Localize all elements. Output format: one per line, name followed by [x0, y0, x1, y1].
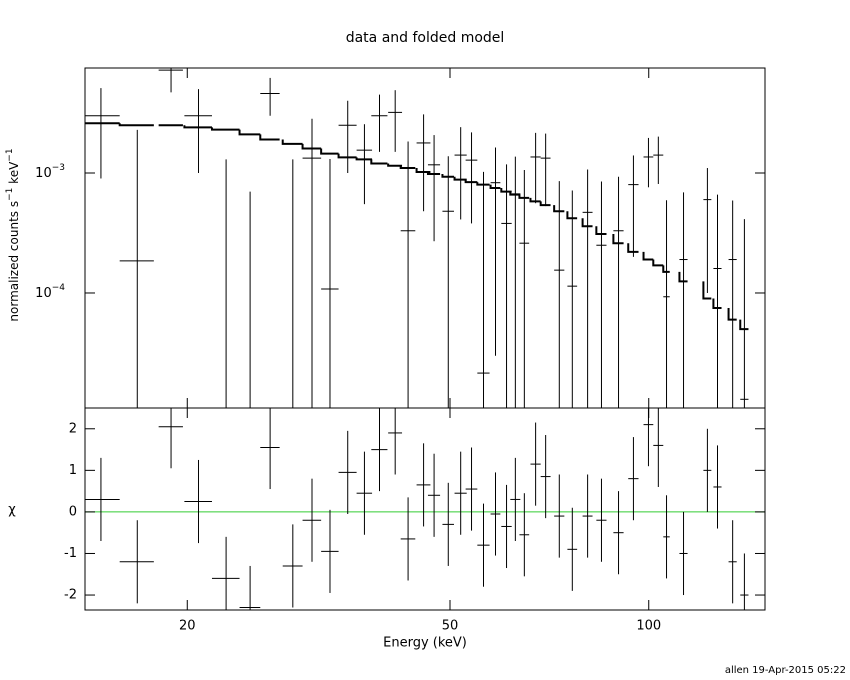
model-step: [627, 243, 639, 253]
y-tick-label: 1: [69, 463, 77, 478]
x-tick-label: 100: [636, 619, 661, 634]
model-step: [399, 165, 416, 170]
model-step: [739, 319, 749, 331]
model-step: [210, 127, 240, 131]
y-tick-exponent: −3: [52, 162, 65, 172]
model-step: [642, 251, 654, 261]
y-tick-label: -1: [64, 546, 77, 561]
bottom-panel: [85, 408, 765, 610]
model-step: [320, 148, 339, 155]
y-tick-label: 0: [69, 504, 77, 519]
model-step: [539, 201, 551, 207]
y-axis-label-part: −1: [5, 188, 15, 201]
y-axis-label: normalized counts s−1 keV−1: [5, 148, 21, 321]
model-step: [476, 182, 490, 186]
model-step: [702, 281, 712, 300]
y-axis-label-part: −1: [5, 148, 15, 161]
top-panel: [85, 68, 749, 408]
model-step: [612, 234, 624, 245]
y-tick-label: -2: [64, 588, 77, 603]
model-step: [712, 298, 722, 309]
model-step: [500, 187, 512, 193]
model-step: [301, 143, 322, 150]
model-step: [678, 271, 688, 283]
model-step: [566, 211, 578, 220]
model-step: [529, 197, 541, 203]
y-tick-label: 10−4: [35, 282, 65, 300]
model-step: [238, 129, 261, 136]
model-step: [281, 139, 303, 145]
chart-title: data and folded model: [346, 30, 505, 46]
y-axis-label-part: normalized counts s: [7, 201, 21, 322]
top-frame: [84, 67, 766, 409]
x-axis-label: Energy (keV): [383, 636, 467, 651]
model-step: [387, 163, 403, 167]
model-step: [337, 153, 357, 159]
model-step: [509, 191, 521, 196]
x-tick-label: 20: [179, 619, 196, 634]
model-step: [489, 184, 501, 189]
model-step: [453, 176, 467, 181]
footer: allen 19-Apr-2015 05:22: [725, 665, 846, 676]
model-step: [183, 125, 212, 129]
model-step: [118, 123, 154, 127]
bottom-frame: [84, 407, 766, 611]
x-tick-label: 50: [442, 619, 459, 634]
y-axis-label-part: keV: [7, 161, 21, 188]
model-step: [426, 171, 441, 176]
model-step: [581, 218, 593, 228]
model-step: [518, 194, 530, 199]
model-step: [662, 265, 670, 273]
model-step: [553, 205, 565, 213]
model-step: [464, 179, 478, 184]
model-step: [355, 157, 373, 161]
residual-axis-label: χ: [8, 503, 16, 518]
y-tick-base: 10: [35, 165, 52, 180]
model-step: [259, 134, 280, 141]
y-tick-label: 10−3: [35, 162, 65, 180]
model-step: [441, 174, 454, 178]
model-step: [595, 226, 607, 236]
y-tick-label: 2: [69, 421, 77, 436]
model-step: [727, 307, 737, 321]
y-tick-exponent: −4: [52, 282, 66, 292]
model-step: [652, 259, 664, 267]
model-step: [370, 159, 388, 165]
y-tick-base: 10: [35, 285, 52, 300]
model-step: [415, 168, 431, 173]
